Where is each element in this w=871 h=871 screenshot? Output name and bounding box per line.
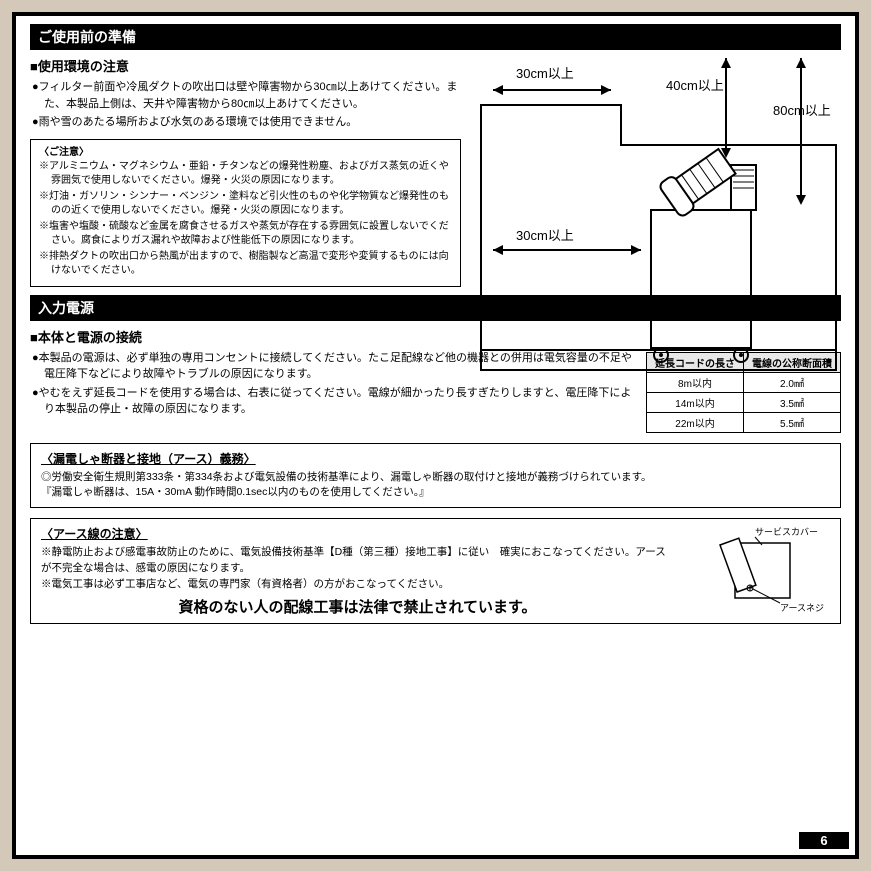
box1-line: ◎労働安全衛生規則第333条・第334条および電気設備の技術基準により、漏電しゃ… (41, 470, 830, 486)
label-30cm-top: 30cm以上 (516, 66, 574, 81)
section1-left: ■使用環境の注意 ●フィルター前面や冷風ダクトの吹出口は壁や障害物から30㎝以上… (30, 50, 461, 287)
section1-subheader: ■使用環境の注意 (30, 56, 461, 75)
box2-line: ※電気工事は必ず工事店など、電気の専門家（有資格者）の方がおこなってください。 (41, 577, 674, 593)
caution-note: ※アルミニウム・マグネシウム・亜鉛・チタンなどの爆発性粉塵、およびガス蒸気の近く… (39, 160, 452, 188)
label-30cm-left: 30cm以上 (516, 228, 574, 243)
box2-line: ※静電防止および感電事故防止のために、電気設備技術基準【D種（第三種）接地工事】… (41, 545, 674, 577)
caution-note: ※灯油・ガソリン・シンナー・ベンジン・塗料など引火性のものや化学物質など爆発性の… (39, 190, 452, 218)
box2-title: 〈アース線の注意〉 (41, 525, 674, 542)
caution-box: 〈ご注意〉 ※アルミニウム・マグネシウム・亜鉛・チタンなどの爆発性粉塵、およびガ… (30, 139, 461, 287)
bullet-item: ●フィルター前面や冷風ダクトの吹出口は壁や障害物から30㎝以上あけてください。ま… (32, 79, 461, 112)
box1-line: 『漏電しゃ断器は、15A・30mA 動作時間0.1sec以内のものを使用してくだ… (41, 485, 830, 501)
qualification-warning: 資格のない人の配線工事は法律で禁止されています。 (41, 596, 674, 617)
section1-body: ■使用環境の注意 ●フィルター前面や冷風ダクトの吹出口は壁や障害物から30㎝以上… (30, 50, 841, 287)
caution-note: ※排熱ダクトの吹出口から熱風が出ますので、樹脂製など高温で変形や変質するものには… (39, 250, 452, 278)
bullet-item: ●雨や雪のあたる場所および水気のある環境では使用できません。 (32, 114, 461, 131)
bullet-item: ●やむをえず延長コードを使用する場合は、右表に従ってください。電線が細かったり長… (32, 385, 636, 418)
manual-page: ご使用前の準備 ■使用環境の注意 ●フィルター前面や冷風ダクトの吹出口は壁や障害… (12, 12, 859, 859)
caution-note: ※塩害や塩酸・硫酸など金属を腐食させるガスや蒸気が存在する雰囲気に設置しないでく… (39, 220, 452, 248)
box2-text: 〈アース線の注意〉 ※静電防止および感電事故防止のために、電気設備技術基準【D種… (41, 525, 674, 617)
box2-body: ※静電防止および感電事故防止のために、電気設備技術基準【D種（第三種）接地工事】… (41, 545, 674, 592)
env-bullets: ●フィルター前面や冷風ダクトの吹出口は壁や障害物から30㎝以上あけてください。ま… (30, 79, 461, 131)
box1-body: ◎労働安全衛生規則第333条・第334条および電気設備の技術基準により、漏電しゃ… (41, 470, 830, 502)
clearance-diagram: 30cm以上 40cm以上 80cm以上 30cm以上 (471, 50, 841, 380)
breaker-earth-box: 〈漏電しゃ断器と接地（アース）義務〉 ◎労働安全衛生規則第333条・第334条お… (30, 443, 841, 509)
label-80cm: 80cm以上 (773, 103, 831, 118)
label-cover: サービスカバー (755, 527, 818, 537)
earth-wire-box: 〈アース線の注意〉 ※静電防止および感電事故防止のために、電気設備技術基準【D種… (30, 518, 841, 624)
table-row: 22m以内5.5㎟ (647, 412, 841, 432)
clearance-diagram-container: 30cm以上 40cm以上 80cm以上 30cm以上 (471, 50, 841, 287)
label-40cm: 40cm以上 (666, 78, 724, 93)
box1-title: 〈漏電しゃ断器と接地（アース）義務〉 (41, 450, 830, 467)
label-screw: アースネジ (780, 603, 824, 613)
caution-title: 〈ご注意〉 (39, 146, 452, 160)
page-number: 6 (799, 832, 849, 849)
earth-diagram: サービスカバー アースネジ (680, 525, 830, 615)
table-row: 14m以内3.5㎟ (647, 392, 841, 412)
section1-banner: ご使用前の準備 (30, 24, 841, 50)
